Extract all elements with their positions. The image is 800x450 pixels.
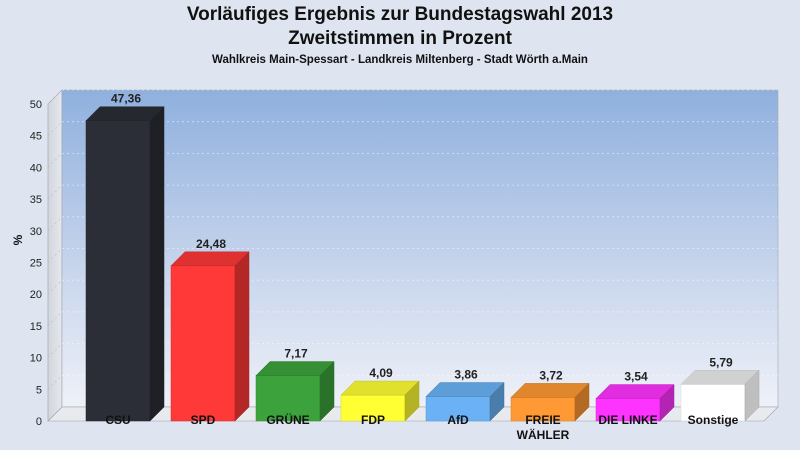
bar-fdp: [340, 394, 406, 422]
y-tick-label: 20: [30, 289, 42, 301]
y-tick-label: 45: [30, 131, 42, 143]
bar-side: [659, 383, 675, 422]
x-tick-label: CSU: [105, 413, 130, 427]
bar-side: [234, 251, 250, 422]
bar-side: [149, 106, 165, 422]
x-tick-label: DIE LINKE: [598, 413, 657, 427]
x-tick-label: GRÜNE: [266, 412, 309, 427]
y-tick-label: 15: [30, 321, 42, 333]
chart-title: Vorläufiges Ergebnis zur Bundestagswahl …: [186, 4, 614, 25]
gridline-wall: [47, 343, 63, 358]
gridline-wall: [47, 184, 63, 200]
bar-side: [744, 369, 760, 422]
y-tick-label: 30: [30, 226, 42, 238]
data-label: 47,36: [111, 92, 141, 106]
data-label: 7,17: [284, 347, 308, 361]
bar-afd: [425, 396, 491, 422]
y-tick-label: 40: [30, 162, 42, 174]
data-label: 24,48: [196, 237, 226, 251]
x-tick-label: SPD: [191, 413, 216, 427]
chart-subtitle-constituency: Wahlkreis Main-Spessart - Landkreis Milt…: [212, 54, 588, 66]
x-tick-label: Sonstige: [688, 413, 739, 427]
y-tick-label: 25: [30, 258, 42, 270]
y-tick-label: 35: [30, 194, 42, 206]
chart-back-wall: [61, 89, 779, 408]
data-label: 5,79: [709, 355, 733, 369]
y-tick-label: 0: [36, 416, 42, 428]
bar-spd: [170, 265, 236, 422]
bar-side: [574, 382, 590, 422]
data-label: 3,86: [454, 368, 478, 382]
x-tick-label-line2: WÄHLER: [517, 427, 570, 442]
bar-grüne: [255, 375, 321, 422]
gridline-wall: [47, 375, 63, 390]
y-axis-label: %: [11, 234, 25, 245]
data-label: 3,54: [624, 370, 648, 384]
x-tick-label: FREIE: [525, 413, 560, 427]
x-tick-label: AfD: [447, 413, 469, 427]
chart-left-wall: [47, 89, 63, 422]
data-label: 3,72: [539, 368, 563, 382]
y-tick-label: 5: [36, 384, 42, 396]
y-tick-label: 10: [30, 353, 42, 365]
gridline-wall: [47, 121, 63, 136]
x-tick-label: FDP: [361, 413, 385, 427]
bar-side: [489, 381, 505, 422]
gridline-wall: [47, 279, 63, 295]
gridline-wall: [47, 248, 63, 263]
gridline-wall: [47, 89, 63, 105]
data-label: 4,09: [369, 366, 393, 380]
bar-csu: [85, 120, 151, 422]
bar-side: [319, 360, 335, 422]
chart-subtitle: Zweitstimmen in Prozent: [288, 28, 512, 49]
bar-side: [404, 380, 420, 422]
gridline-wall: [47, 311, 63, 327]
y-tick-label: 50: [30, 99, 42, 111]
gridline-wall: [47, 216, 63, 232]
gridline-wall: [47, 153, 63, 168]
bar-sonstige: [680, 384, 746, 422]
